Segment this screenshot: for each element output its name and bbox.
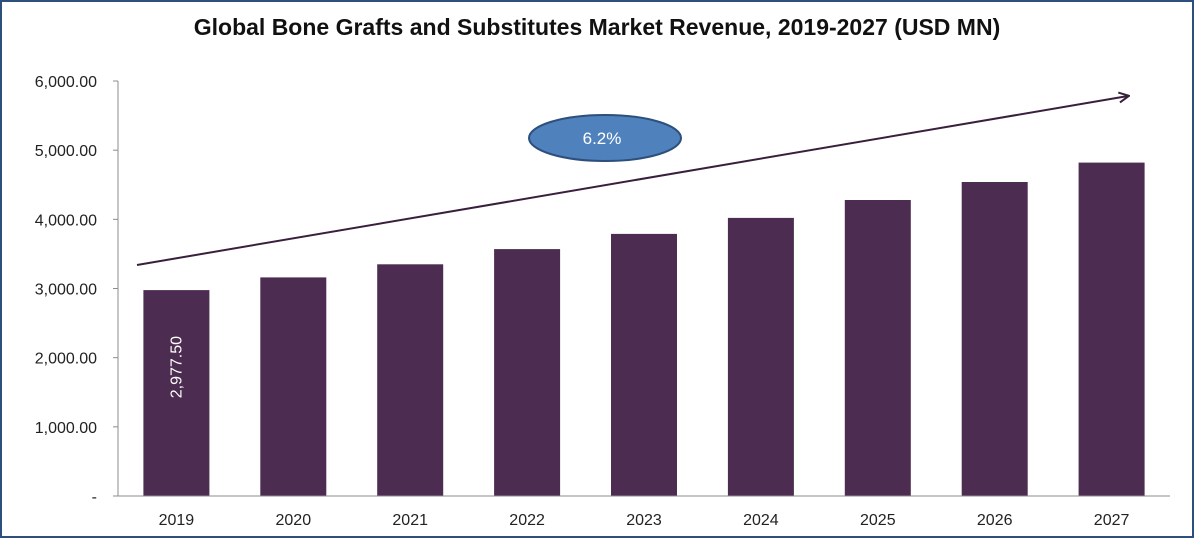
cagr-ellipse — [528, 114, 682, 162]
x-tick-label-2021: 2021 — [392, 512, 428, 529]
bar-2026 — [961, 182, 1028, 496]
x-tick-label-2024: 2024 — [743, 512, 779, 529]
bar-2024 — [727, 217, 794, 496]
y-tick-label: 3,000.00 — [35, 282, 97, 299]
data-label-2019: 2,977.50 — [168, 336, 185, 398]
y-tick-label: 5,000.00 — [35, 143, 97, 160]
y-tick-label: 6,000.00 — [35, 74, 97, 91]
x-tick-label-2019: 2019 — [159, 512, 195, 529]
x-tick-label-2020: 2020 — [276, 512, 312, 529]
y-tick-label: 4,000.00 — [35, 212, 97, 229]
x-tick-label-2026: 2026 — [977, 512, 1013, 529]
y-tick-label: 1,000.00 — [35, 420, 97, 437]
x-tick-label-2023: 2023 — [626, 512, 662, 529]
y-tick-label: - — [92, 489, 97, 506]
bar-2027 — [1078, 162, 1145, 496]
y-tick-label: 2,000.00 — [35, 351, 97, 368]
trend-arrow — [136, 96, 1128, 266]
bar-2022 — [494, 249, 561, 496]
bar-2025 — [844, 200, 911, 496]
x-tick-label-2022: 2022 — [509, 512, 545, 529]
chart-title: Global Bone Grafts and Substitutes Marke… — [194, 14, 1000, 40]
x-tick-label-2027: 2027 — [1094, 512, 1130, 529]
bar-2021 — [377, 264, 444, 496]
bar-2023 — [611, 233, 677, 496]
bar-2020 — [260, 277, 327, 496]
bar-2019 — [143, 290, 210, 496]
cagr-label: 6.2% — [583, 129, 622, 148]
x-tick-label-2025: 2025 — [860, 512, 896, 529]
